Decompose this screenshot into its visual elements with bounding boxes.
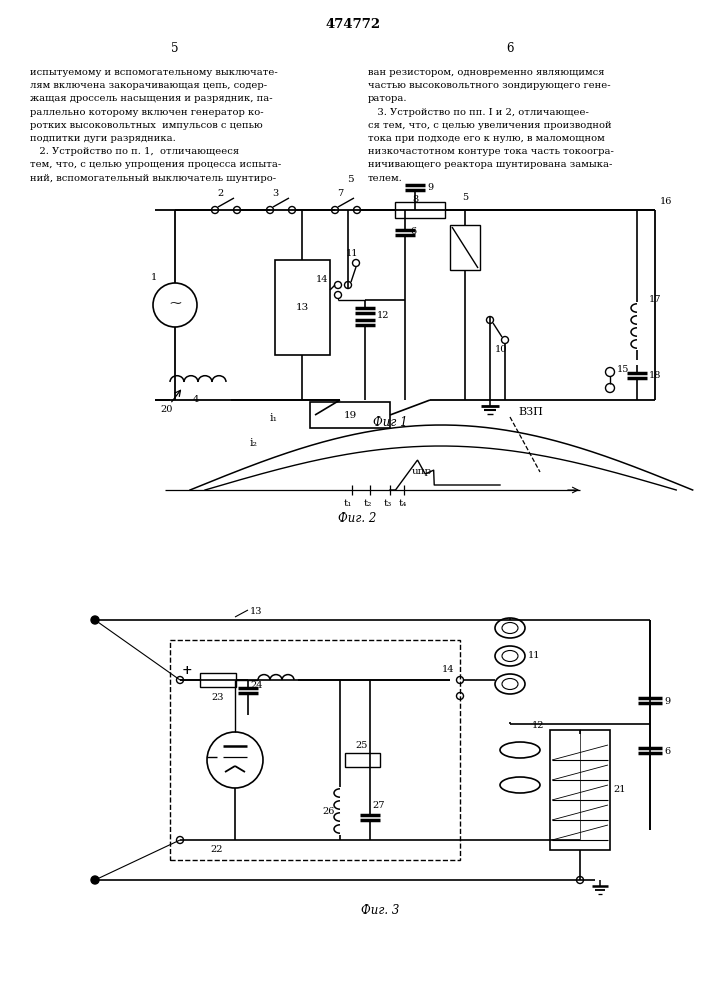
Text: i₂: i₂ — [250, 438, 258, 448]
Bar — [200, 673, 236, 687]
Circle shape — [91, 616, 99, 624]
Text: 8: 8 — [412, 196, 418, 205]
Text: t₁: t₁ — [344, 499, 352, 508]
Text: телем.: телем. — [368, 174, 403, 183]
Text: тока при подходе его к нулю, в маломощном: тока при подходе его к нулю, в маломощно… — [368, 134, 604, 143]
Ellipse shape — [500, 777, 540, 793]
Text: t₃: t₃ — [384, 499, 392, 508]
Text: 21: 21 — [613, 786, 626, 794]
Text: 3. Устройство по пп. I и 2, отличающее-: 3. Устройство по пп. I и 2, отличающее- — [368, 108, 589, 117]
Text: 5: 5 — [462, 194, 468, 202]
Text: 6: 6 — [506, 41, 514, 54]
Text: 9: 9 — [664, 696, 670, 706]
Text: uпр: uпр — [412, 468, 432, 477]
Text: +: + — [182, 664, 192, 676]
Text: 12: 12 — [532, 720, 544, 730]
Ellipse shape — [502, 622, 518, 634]
Text: 18: 18 — [649, 370, 661, 379]
Text: 4: 4 — [193, 395, 199, 404]
Text: 14: 14 — [442, 666, 455, 674]
Text: 3: 3 — [272, 190, 278, 198]
Text: ротких высоковольтных  импульсов с цепью: ротких высоковольтных импульсов с цепью — [30, 121, 263, 130]
Text: t₂: t₂ — [364, 499, 372, 508]
Text: t₄: t₄ — [399, 499, 407, 508]
Text: низкочастотном контуре тока часть токоогра-: низкочастотном контуре тока часть токоог… — [368, 147, 614, 156]
Text: ван резистором, одновременно являющимся: ван резистором, одновременно являющимся — [368, 68, 604, 77]
Text: тем, что, с целью упрощения процесса испыта-: тем, что, с целью упрощения процесса исп… — [30, 160, 281, 169]
Text: 12: 12 — [377, 312, 390, 320]
Text: Фиг 1: Фиг 1 — [373, 416, 407, 430]
Text: 17: 17 — [649, 296, 662, 304]
Text: 13: 13 — [250, 607, 262, 616]
Text: 15: 15 — [617, 365, 629, 374]
Ellipse shape — [502, 678, 518, 690]
Text: ничивающего реактора шунтирована замыка-: ничивающего реактора шунтирована замыка- — [368, 160, 612, 169]
Bar — [170, 640, 460, 860]
Text: 20: 20 — [160, 406, 173, 414]
Text: раллельно которому включен генератор ко-: раллельно которому включен генератор ко- — [30, 108, 264, 117]
Text: испытуемому и вспомогательному выключате-: испытуемому и вспомогательному выключате… — [30, 68, 278, 77]
Text: 6: 6 — [664, 746, 670, 756]
Text: 26: 26 — [322, 806, 334, 816]
Ellipse shape — [500, 742, 540, 758]
Text: ~: ~ — [168, 294, 182, 312]
Text: 16: 16 — [660, 198, 672, 207]
Text: 6: 6 — [410, 228, 416, 236]
Text: ний, вспомогательный выключатель шунтиро-: ний, вспомогательный выключатель шунтиро… — [30, 174, 276, 183]
Text: 23: 23 — [212, 694, 224, 702]
Ellipse shape — [495, 674, 525, 694]
Text: 24: 24 — [250, 680, 262, 690]
Text: 22: 22 — [210, 846, 223, 854]
Text: жащая дроссель насыщения и разрядник, па-: жащая дроссель насыщения и разрядник, па… — [30, 94, 273, 103]
Bar — [550, 730, 610, 850]
Text: подпитки дуги разрядника.: подпитки дуги разрядника. — [30, 134, 176, 143]
Text: 9: 9 — [427, 184, 433, 192]
Text: 11: 11 — [528, 652, 540, 660]
Text: лям включена закорачивающая цепь, содер-: лям включена закорачивающая цепь, содер- — [30, 81, 267, 90]
Text: ратора.: ратора. — [368, 94, 407, 103]
Text: 7: 7 — [337, 190, 343, 198]
Text: i₁: i₁ — [270, 413, 278, 423]
Text: 25: 25 — [356, 742, 368, 750]
Bar — [310, 402, 390, 428]
Bar — [450, 225, 480, 270]
Text: Фиг. 2: Фиг. 2 — [338, 512, 376, 524]
Text: 19: 19 — [344, 410, 356, 420]
Text: 2. Устройство по п. 1,  отличающееся: 2. Устройство по п. 1, отличающееся — [30, 147, 239, 156]
Text: 27: 27 — [372, 800, 385, 810]
Text: Фиг. 3: Фиг. 3 — [361, 904, 399, 916]
Text: ВЗП: ВЗП — [518, 407, 543, 417]
Circle shape — [91, 876, 99, 884]
Text: ся тем, что, с целью увеличения производной: ся тем, что, с целью увеличения производ… — [368, 121, 612, 130]
Text: 2: 2 — [217, 190, 223, 198]
Text: 5: 5 — [346, 176, 354, 184]
Text: 11: 11 — [346, 248, 358, 257]
Text: 13: 13 — [296, 304, 309, 312]
Bar — [345, 753, 380, 767]
Text: 14: 14 — [316, 275, 329, 284]
Text: 10: 10 — [495, 346, 508, 355]
Text: 474772: 474772 — [325, 18, 380, 31]
Ellipse shape — [502, 650, 518, 662]
Text: 5: 5 — [171, 41, 179, 54]
Ellipse shape — [495, 618, 525, 638]
Text: 1: 1 — [151, 272, 157, 282]
Text: частью высоковольтного зондирующего гене-: частью высоковольтного зондирующего гене… — [368, 81, 611, 90]
Ellipse shape — [495, 646, 525, 666]
Bar — [395, 202, 445, 218]
Bar — [275, 260, 330, 355]
